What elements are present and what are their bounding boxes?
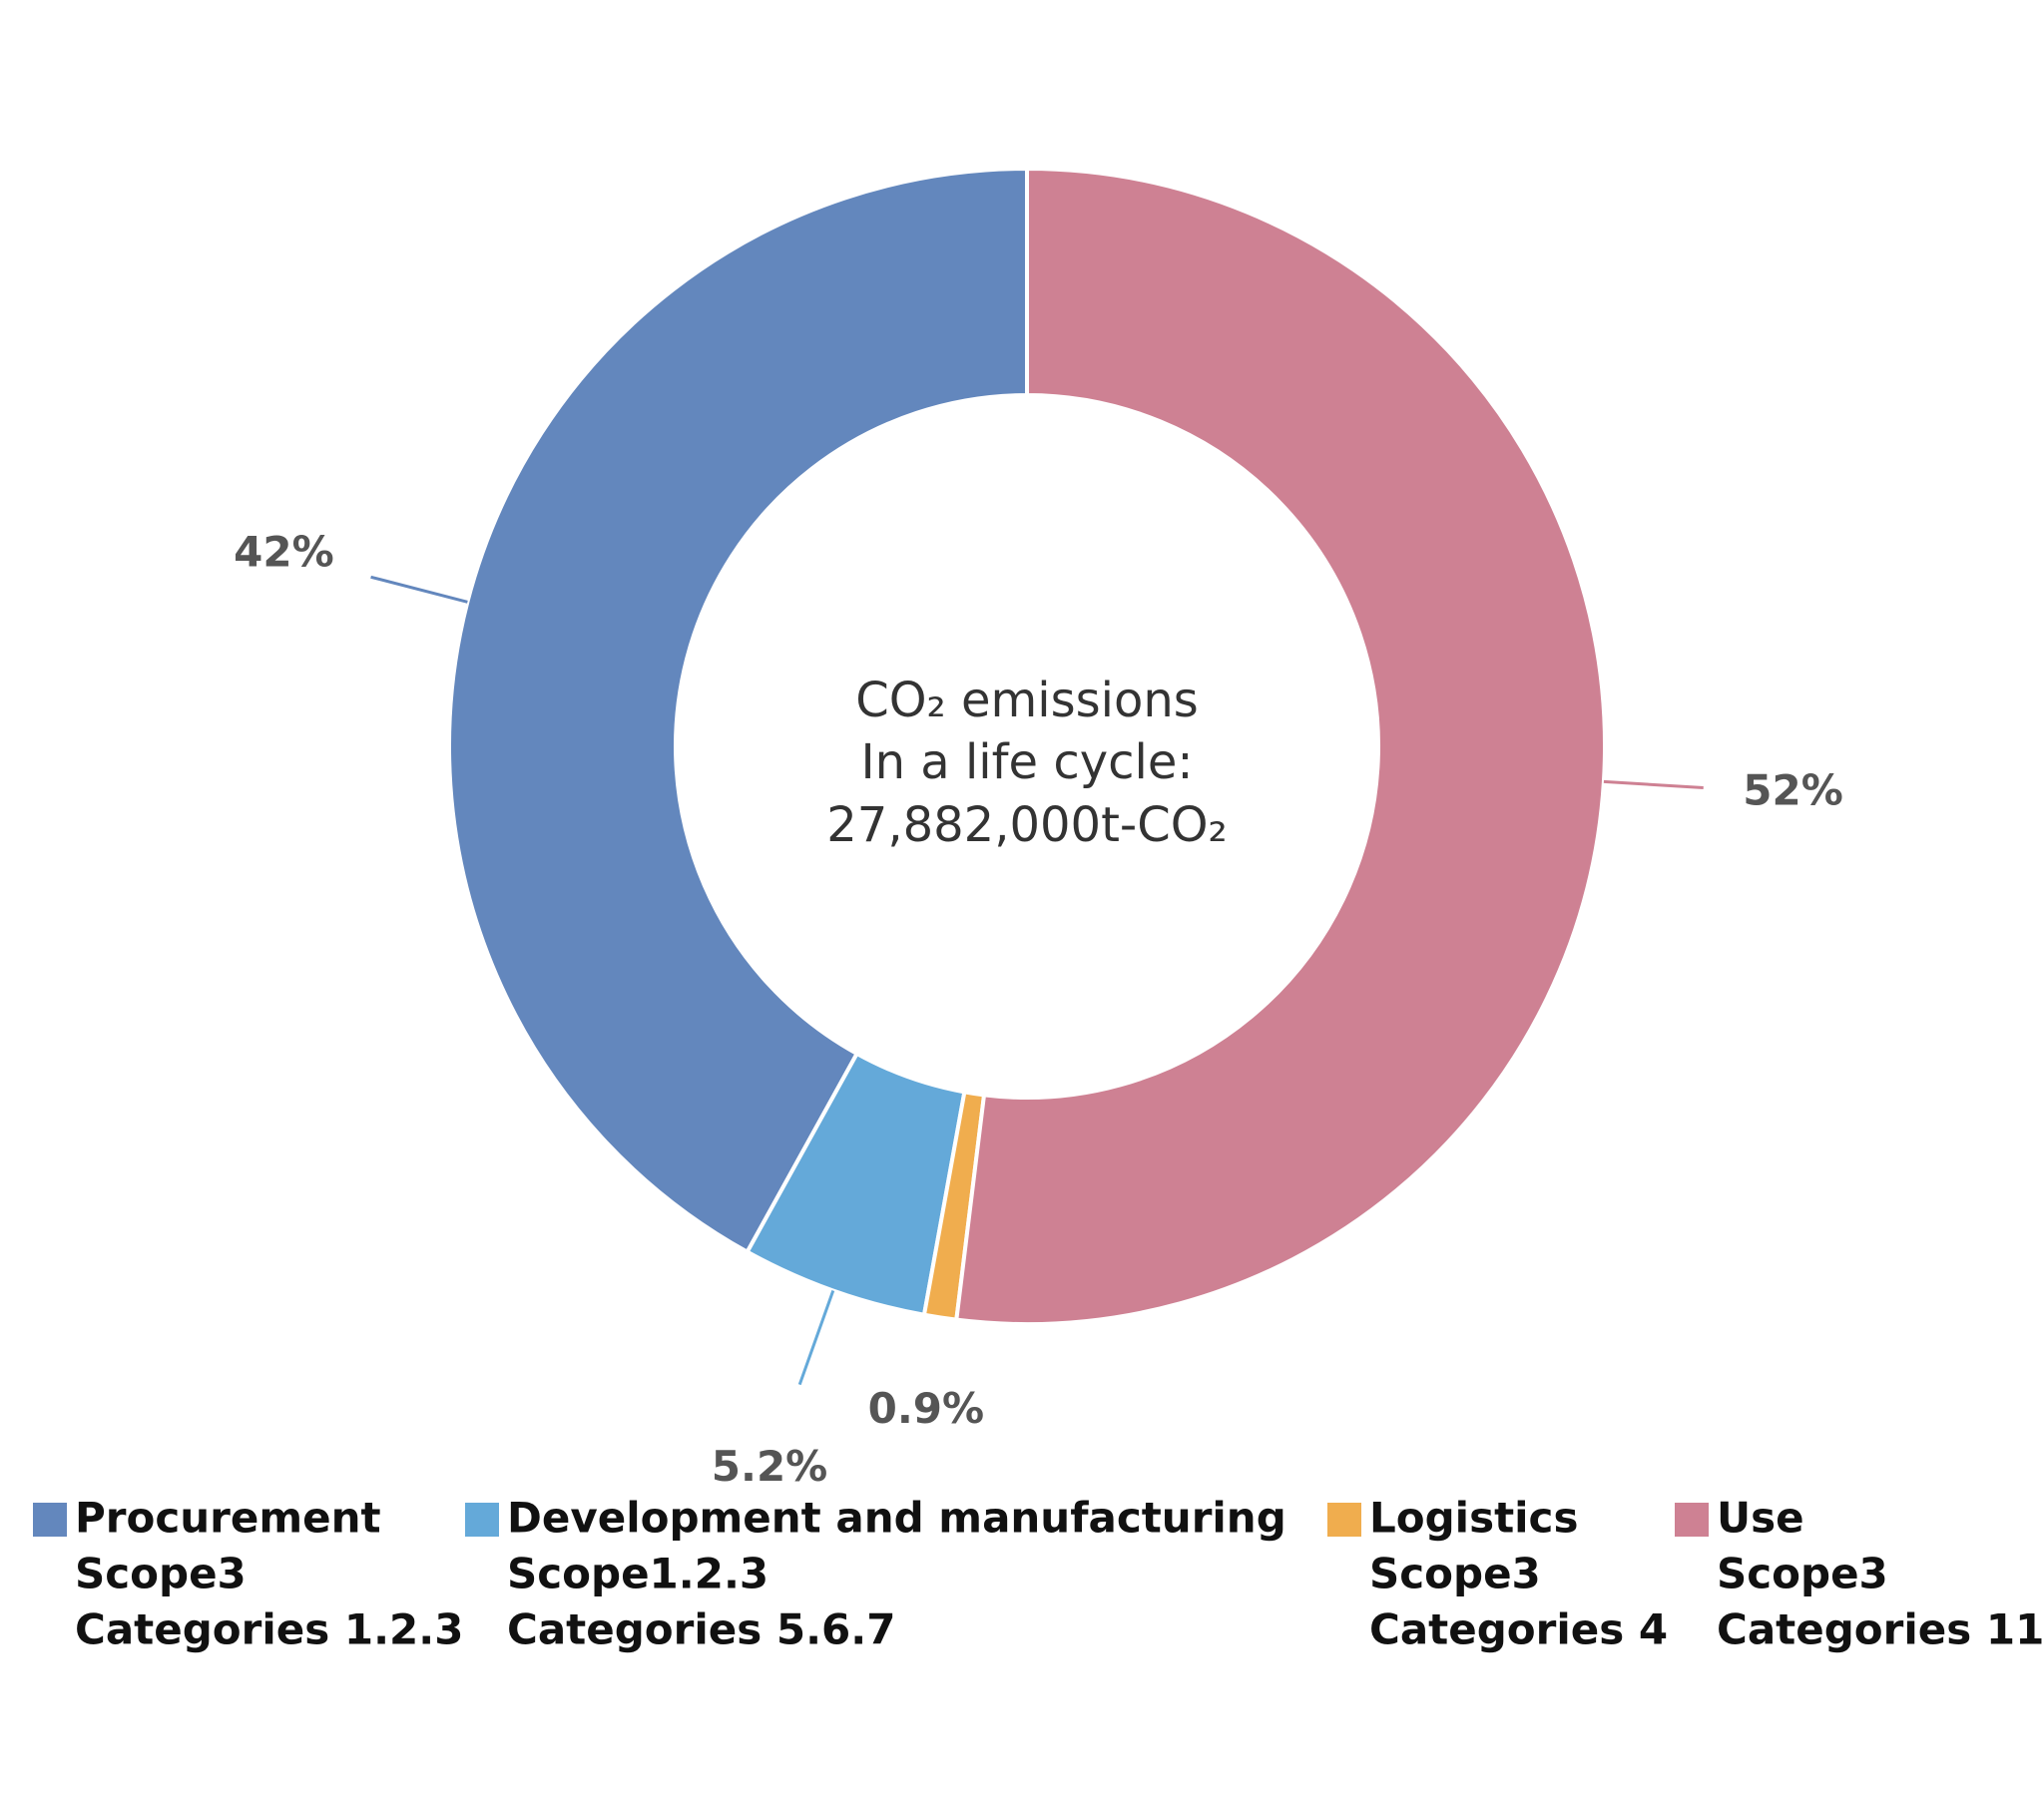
legend-detail: Categories 11: [1717, 1605, 2044, 1654]
legend-swatch: [1675, 1503, 1709, 1537]
center-text: CO₂ emissions: [855, 673, 1199, 728]
leader-line: [370, 575, 468, 604]
donut-segment: [954, 166, 1607, 1326]
value-label: 0.9%: [868, 1384, 984, 1433]
value-label: 52%: [1743, 766, 1843, 815]
legend-label: Use: [1717, 1494, 1804, 1543]
legend-label: Procurement: [75, 1494, 381, 1543]
donut-segment: [447, 166, 1029, 1255]
legend-swatch: [465, 1503, 499, 1537]
legend-detail: Scope3: [1717, 1550, 1888, 1598]
legend-swatch: [1327, 1503, 1361, 1537]
value-label: 42%: [234, 527, 334, 576]
legend-detail: Categories 4: [1369, 1605, 1668, 1654]
legend-detail: Scope3: [1369, 1550, 1541, 1598]
legend-label: Logistics: [1369, 1494, 1578, 1543]
legend-swatch: [33, 1503, 67, 1537]
leader-line: [797, 1289, 835, 1386]
legend-detail: Categories 5.6.7: [507, 1605, 895, 1654]
center-text: In a life cycle:: [860, 734, 1193, 790]
legend-detail: Scope1.2.3: [507, 1550, 768, 1598]
legend-detail: Scope3: [75, 1550, 247, 1598]
legend-label: Development and manufacturing: [507, 1494, 1286, 1543]
value-label: 5.2%: [712, 1442, 827, 1491]
leader-line: [1603, 779, 1704, 790]
legend-detail: Categories 1.2.3: [75, 1605, 463, 1654]
center-text: 27,882,000t-CO₂: [826, 797, 1228, 853]
